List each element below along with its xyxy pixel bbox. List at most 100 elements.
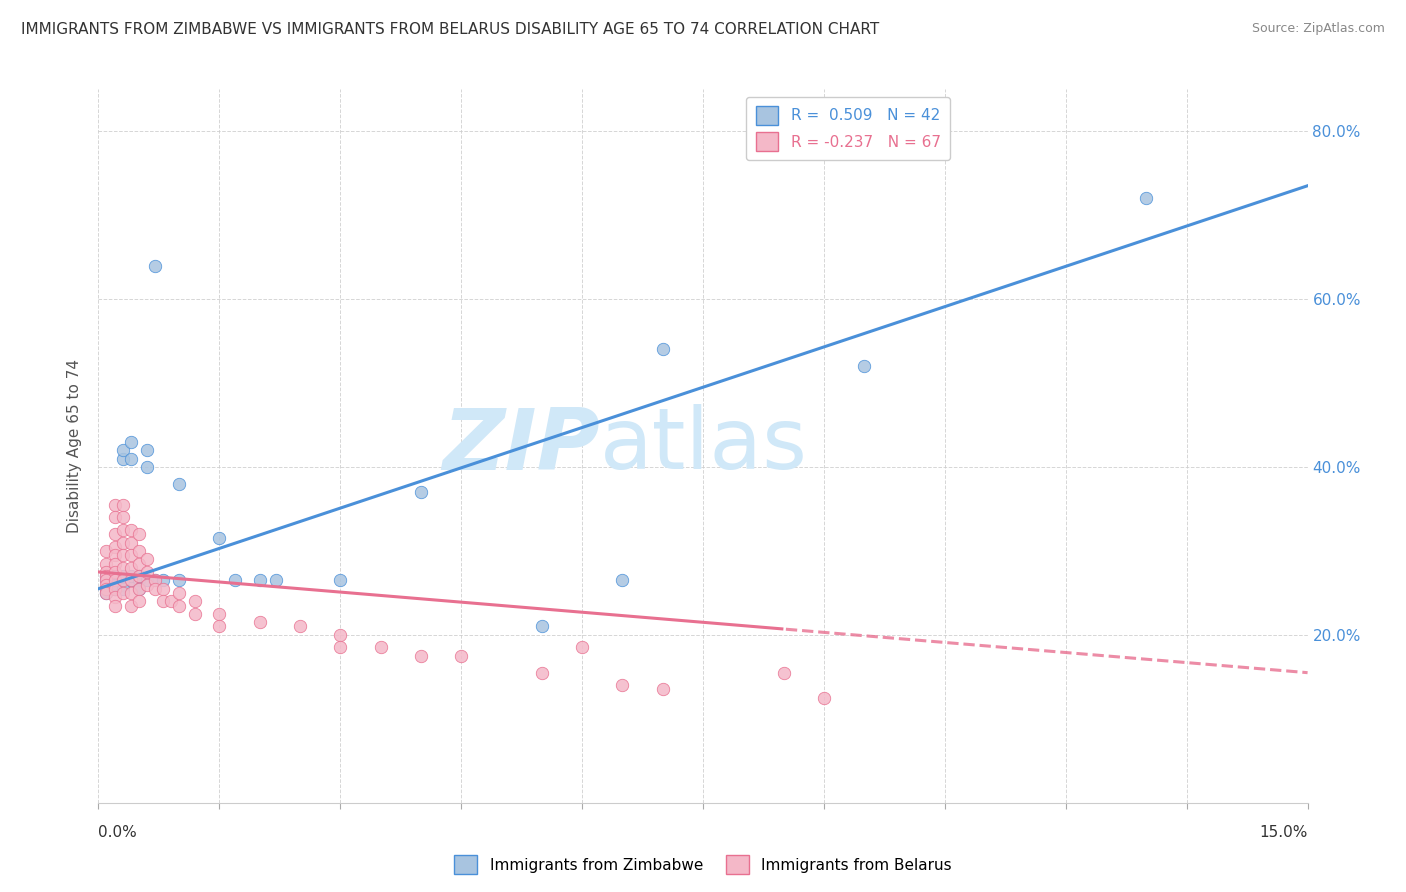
Point	[128, 582, 150, 596]
Legend: R =  0.509   N = 42, R = -0.237   N = 67: R = 0.509 N = 42, R = -0.237 N = 67	[747, 97, 950, 160]
Point	[167, 574, 190, 588]
Point	[152, 594, 174, 608]
Point	[128, 527, 150, 541]
Point	[111, 560, 134, 574]
Point	[120, 434, 142, 449]
Point	[135, 574, 157, 588]
Point	[96, 565, 118, 579]
Point	[651, 343, 673, 357]
Point	[530, 665, 553, 680]
Point	[160, 594, 183, 608]
Point	[143, 574, 166, 588]
Point	[96, 574, 118, 588]
Point	[128, 569, 150, 583]
Point	[208, 607, 231, 621]
Point	[103, 590, 125, 604]
Point	[143, 574, 166, 588]
Point	[612, 574, 634, 588]
Point	[409, 485, 432, 500]
Point	[772, 665, 794, 680]
Point	[120, 599, 142, 613]
Point	[128, 594, 150, 608]
Point	[135, 443, 157, 458]
Point	[103, 582, 125, 596]
Point	[111, 510, 134, 524]
Point	[96, 569, 118, 583]
Point	[128, 582, 150, 596]
Point	[208, 532, 231, 546]
Point	[103, 574, 125, 588]
Point	[1135, 191, 1157, 205]
Point	[135, 577, 157, 591]
Point	[167, 586, 190, 600]
Point	[249, 574, 271, 588]
Point	[111, 586, 134, 600]
Point	[111, 574, 134, 588]
Point	[288, 619, 311, 633]
Text: Source: ZipAtlas.com: Source: ZipAtlas.com	[1251, 22, 1385, 36]
Y-axis label: Disability Age 65 to 74: Disability Age 65 to 74	[67, 359, 83, 533]
Point	[120, 586, 142, 600]
Point	[128, 557, 150, 571]
Text: 0.0%: 0.0%	[98, 825, 138, 840]
Point	[111, 569, 134, 583]
Point	[120, 574, 142, 588]
Point	[103, 510, 125, 524]
Point	[143, 582, 166, 596]
Point	[167, 476, 190, 491]
Text: ZIP: ZIP	[443, 404, 600, 488]
Point	[813, 690, 835, 705]
Point	[103, 582, 125, 596]
Point	[120, 535, 142, 549]
Point	[103, 498, 125, 512]
Point	[128, 569, 150, 583]
Point	[184, 594, 207, 608]
Point	[571, 640, 593, 655]
Point	[329, 640, 352, 655]
Point	[96, 569, 118, 583]
Point	[409, 648, 432, 663]
Point	[111, 548, 134, 562]
Point	[103, 527, 125, 541]
Point	[96, 574, 118, 588]
Point	[111, 535, 134, 549]
Point	[103, 569, 125, 583]
Point	[96, 544, 118, 558]
Point	[853, 359, 876, 374]
Point	[184, 607, 207, 621]
Point	[103, 548, 125, 562]
Point	[103, 574, 125, 588]
Legend: Immigrants from Zimbabwe, Immigrants from Belarus: Immigrants from Zimbabwe, Immigrants fro…	[449, 849, 957, 880]
Point	[651, 682, 673, 697]
Point	[96, 557, 118, 571]
Point	[120, 560, 142, 574]
Point	[96, 577, 118, 591]
Point	[111, 498, 134, 512]
Point	[103, 577, 125, 591]
Text: atlas: atlas	[600, 404, 808, 488]
Point	[120, 569, 142, 583]
Point	[111, 577, 134, 591]
Point	[135, 460, 157, 475]
Point	[152, 582, 174, 596]
Point	[103, 599, 125, 613]
Point	[103, 582, 125, 596]
Point	[111, 574, 134, 588]
Point	[450, 648, 472, 663]
Point	[103, 540, 125, 554]
Point	[530, 619, 553, 633]
Point	[329, 574, 352, 588]
Point	[329, 628, 352, 642]
Point	[612, 678, 634, 692]
Point	[103, 577, 125, 591]
Text: IMMIGRANTS FROM ZIMBABWE VS IMMIGRANTS FROM BELARUS DISABILITY AGE 65 TO 74 CORR: IMMIGRANTS FROM ZIMBABWE VS IMMIGRANTS F…	[21, 22, 879, 37]
Point	[120, 523, 142, 537]
Point	[111, 451, 134, 466]
Point	[264, 574, 287, 588]
Point	[128, 544, 150, 558]
Point	[143, 259, 166, 273]
Point	[96, 582, 118, 596]
Point	[103, 557, 125, 571]
Point	[135, 552, 157, 566]
Point	[128, 574, 150, 588]
